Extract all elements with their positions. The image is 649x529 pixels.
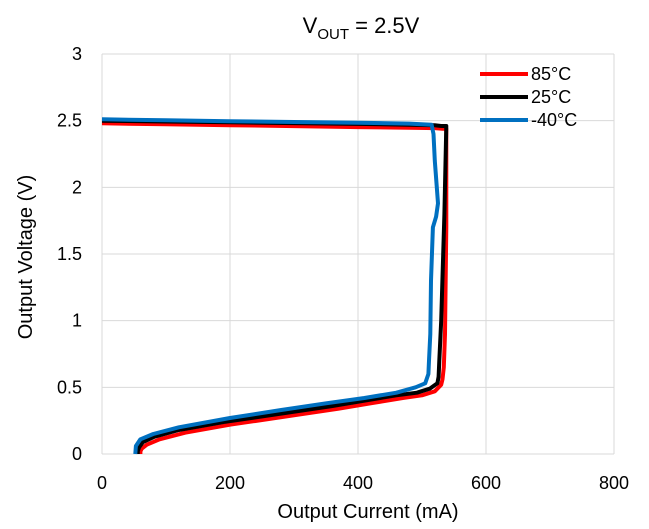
x-axis-title: Output Current (mA) <box>277 501 458 523</box>
x-tick-label: 800 <box>599 473 629 493</box>
series-line-1 <box>101 118 449 454</box>
legend-label-2: -40°C <box>531 110 577 130</box>
x-tick-label: 600 <box>471 473 501 493</box>
y-tick-label: 3 <box>72 44 82 64</box>
x-tick-label: 200 <box>215 473 245 493</box>
chart-title: VOUT = 2.5V <box>303 13 420 43</box>
legend-label-0: 85°C <box>531 64 571 84</box>
y-tick-labels: 0 0.5 1 1.5 2 2.5 3 <box>57 44 82 464</box>
y-tick-label: 1.5 <box>57 244 82 264</box>
legend: 85°C 25°C -40°C <box>480 64 577 130</box>
y-tick-label: 2 <box>72 177 82 197</box>
y-axis-title: Output Voltage (V) <box>15 175 37 340</box>
x-tick-label: 400 <box>343 473 373 493</box>
y-tick-label: 0.5 <box>57 377 82 397</box>
chart-title-subscript: OUT <box>317 26 349 43</box>
y-tick-label: 2.5 <box>57 111 82 131</box>
chart-title-rest: = 2.5V <box>349 13 420 38</box>
chart-title-main: V <box>303 13 318 38</box>
series-line-0 <box>101 121 449 454</box>
y-tick-label: 1 <box>72 311 82 331</box>
legend-label-1: 25°C <box>531 87 571 107</box>
x-tick-label: 0 <box>97 473 107 493</box>
series-line-2 <box>101 117 440 455</box>
y-tick-label: 0 <box>72 444 82 464</box>
x-tick-labels: 0 200 400 600 800 <box>97 473 629 493</box>
series-layer <box>101 117 449 455</box>
